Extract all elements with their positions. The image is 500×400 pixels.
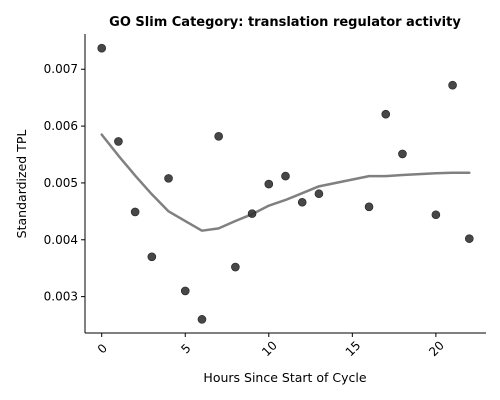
data-point [180,286,190,296]
y-tick-label: 0.005 [44,176,78,190]
trend-line [100,133,471,232]
data-point [147,252,157,262]
data-point [130,207,140,217]
y-tick-label: 0.003 [44,290,78,304]
x-tick-label: 20 [426,338,447,359]
data-point [247,209,257,218]
chart-title: GO Slim Category: translation regulator … [109,15,461,30]
x-tick-label: 10 [259,338,280,359]
data-point [297,197,307,207]
data-point [231,262,240,272]
data-point [314,189,324,199]
data-point [164,174,173,183]
data-point [398,149,407,159]
data-point [214,132,223,141]
x-axis-label: Hours Since Start of Cycle [203,370,366,385]
data-point [114,137,123,146]
y-tick-label: 0.004 [44,233,78,247]
data-point [364,202,374,212]
data-point [264,179,274,189]
plot-area [97,43,474,324]
x-tick-label: 15 [343,338,364,359]
data-point [381,109,391,119]
y-ticks: 0.003 0.004 0.005 0.006 0.007 [44,62,85,304]
y-tick-label: 0.006 [44,119,78,133]
y-axis-label: Standardized TPL [14,130,29,239]
y-tick-label: 0.007 [44,62,78,76]
data-point [448,80,457,90]
x-ticks: 0 5 10 15 20 [95,333,447,359]
data-point [281,171,290,181]
data-point [97,43,107,53]
data-point [464,234,474,243]
data-point [431,210,441,220]
x-tick-label: 5 [178,341,193,356]
x-tick-label: 0 [95,341,110,356]
data-point [197,315,207,324]
